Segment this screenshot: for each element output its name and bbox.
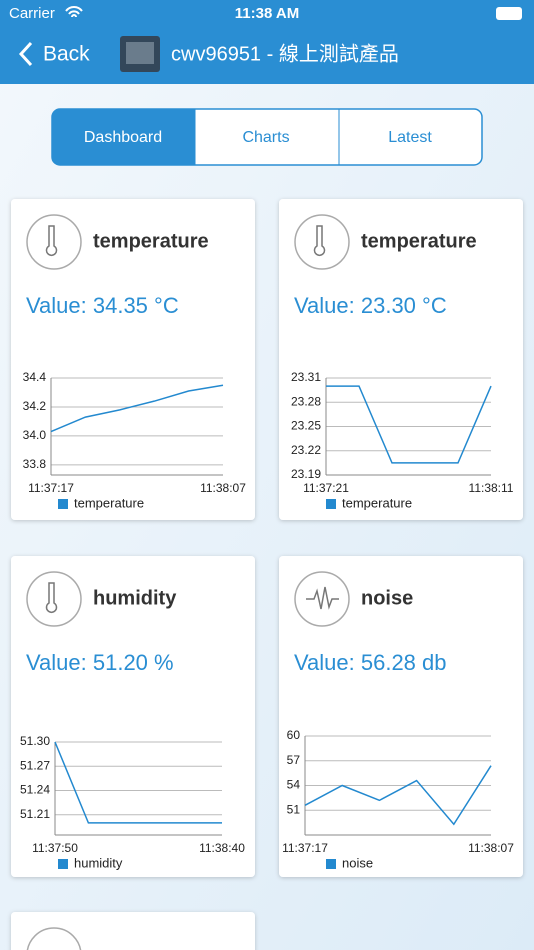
x-tick-label: 11:38:11	[469, 481, 514, 495]
card-title: temperature	[93, 230, 209, 252]
legend-swatch	[326, 499, 336, 509]
card-value: Value: 34.35 °C	[26, 293, 179, 318]
back-button[interactable]: Back	[43, 43, 90, 66]
clock: 11:38 AM	[235, 5, 299, 22]
card-title: noise	[361, 587, 413, 609]
card-value: Value: 23.30 °C	[294, 293, 447, 318]
card-title: humidity	[93, 587, 177, 609]
card[interactable]	[11, 912, 255, 950]
card[interactable]	[279, 199, 523, 520]
x-tick-label: 11:37:17	[28, 481, 74, 495]
legend-label: humidity	[74, 855, 123, 870]
y-tick-label: 57	[287, 753, 301, 767]
line	[326, 385, 492, 464]
legend-swatch	[58, 859, 68, 869]
tab[interactable]: Dashboard	[84, 129, 162, 146]
legend-label: noise	[342, 855, 373, 870]
nav-title: cwv96951 - 線上測試產品	[171, 42, 399, 65]
y-tick-label: 23.28	[291, 394, 321, 408]
line	[54, 741, 222, 824]
y-tick-label: 23.25	[291, 419, 321, 433]
y-tick-label: 23.22	[291, 443, 321, 457]
card-icon	[26, 927, 82, 950]
card[interactable]	[11, 199, 255, 520]
y-tick-label: 34.2	[23, 399, 47, 413]
card[interactable]	[11, 556, 255, 877]
card-icon	[294, 571, 350, 627]
card-icon	[26, 214, 82, 270]
back-chevron[interactable]	[18, 41, 33, 67]
card-icon	[26, 571, 82, 627]
x-tick-label: 11:37:50	[32, 841, 78, 855]
legend-label: temperature	[342, 495, 412, 510]
legend-swatch	[58, 499, 68, 509]
y-tick-label: 34.0	[23, 428, 47, 442]
card-icon	[313, 225, 326, 257]
tab[interactable]: Charts	[242, 129, 289, 146]
nav-bar	[0, 0, 534, 84]
y-tick-label: 51.30	[20, 734, 50, 748]
y-tick-label: 51	[287, 802, 301, 816]
x-tick-label: 11:38:07	[468, 841, 514, 855]
card-icon	[294, 214, 350, 270]
y-tick-label: 51.27	[20, 758, 50, 772]
card-value: Value: 51.20 %	[26, 650, 174, 675]
x-tick-label: 11:37:21	[303, 481, 349, 495]
y-tick-label: 34.4	[23, 370, 47, 384]
line	[304, 765, 492, 826]
device-icon	[120, 36, 160, 72]
y-tick-label: 60	[287, 728, 301, 742]
battery	[496, 7, 522, 20]
card-value: Value: 56.28 db	[294, 650, 447, 675]
card-icon	[45, 582, 58, 614]
x-tick-label: 11:38:07	[200, 481, 246, 495]
carrier: Carrier	[9, 5, 55, 22]
card-icon	[45, 225, 58, 257]
card-icon	[306, 586, 339, 610]
line	[50, 384, 224, 433]
card[interactable]	[279, 556, 523, 877]
tab[interactable]: Latest	[388, 129, 432, 146]
wifi-icon	[65, 6, 83, 18]
legend-swatch	[326, 859, 336, 869]
y-tick-label: 54	[287, 778, 301, 792]
tab-active[interactable]	[52, 109, 195, 165]
y-tick-label: 51.24	[20, 783, 50, 797]
x-tick-label: 11:38:40	[199, 841, 245, 855]
legend-label: temperature	[74, 495, 144, 510]
y-tick-label: 33.8	[23, 457, 47, 471]
card-title: temperature	[361, 230, 477, 252]
x-tick-label: 11:37:17	[282, 841, 328, 855]
y-tick-label: 23.31	[291, 370, 321, 384]
y-tick-label: 23.19	[291, 467, 321, 481]
y-tick-label: 51.21	[20, 807, 50, 821]
